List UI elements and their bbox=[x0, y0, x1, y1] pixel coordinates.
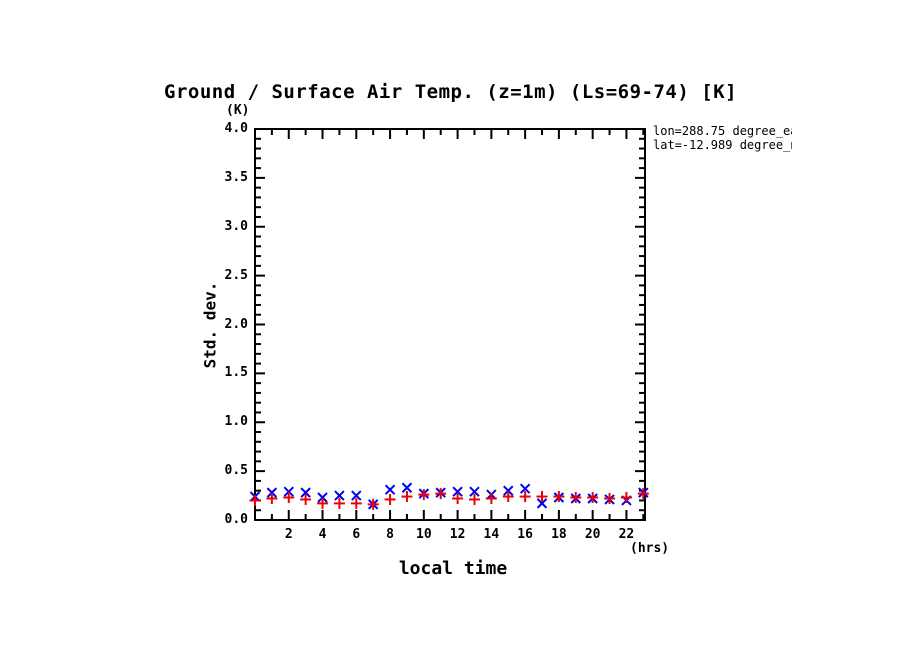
data-point-x bbox=[536, 498, 548, 509]
y-tick-label: 0.5 bbox=[224, 463, 248, 479]
y-tick-label: 3.5 bbox=[224, 169, 248, 185]
y-tick-label: 2.0 bbox=[224, 316, 248, 332]
data-point-x bbox=[283, 486, 294, 497]
data-point-x bbox=[519, 483, 531, 494]
x-tick-label: 2 bbox=[284, 527, 293, 542]
x-tick-label: 6 bbox=[352, 527, 361, 542]
x-tick-label: 12 bbox=[449, 527, 466, 542]
y-axis-title: Std. dev. bbox=[200, 281, 220, 369]
chart-title: Ground / Surface Air Temp. (z=1m) (Ls=69… bbox=[164, 81, 738, 103]
x-tick-label: 20 bbox=[584, 527, 601, 542]
y-tick-label: 1.0 bbox=[224, 414, 248, 430]
x-tick-label: 14 bbox=[483, 527, 500, 542]
y-tick-label: 1.5 bbox=[224, 365, 248, 381]
longitude-annotation: lon=288.75 degree_ea bbox=[653, 124, 792, 138]
y-tick-label: 2.5 bbox=[224, 267, 248, 283]
y-tick-label: 4.0 bbox=[224, 121, 248, 136]
x-tick-label: 22 bbox=[618, 527, 635, 542]
x-tick-label: 16 bbox=[517, 527, 533, 542]
data-point-x bbox=[469, 486, 480, 497]
y-tick-label: 0.0 bbox=[224, 512, 248, 527]
data-point-x bbox=[351, 490, 362, 501]
data-point-x bbox=[266, 487, 278, 498]
x-axis-title: local time bbox=[398, 558, 508, 579]
x-tick-label: 4 bbox=[318, 527, 327, 542]
data-point-x bbox=[334, 490, 345, 501]
data-point-x bbox=[317, 492, 328, 503]
plot-frame bbox=[254, 128, 646, 521]
coordinate-annotation: lon=288.75 degree_ea lat=-12.989 degree_… bbox=[653, 124, 792, 152]
data-point-x bbox=[503, 485, 514, 496]
y-tick-label: 3.0 bbox=[224, 218, 248, 234]
data-point-x bbox=[384, 484, 396, 495]
data-point-x bbox=[401, 482, 413, 493]
data-point-x bbox=[300, 487, 311, 498]
y-axis-unit-label: (K) bbox=[226, 103, 250, 118]
x-tick-label: 18 bbox=[551, 527, 567, 542]
x-tick-label: 10 bbox=[416, 527, 432, 542]
x-axis-unit-label: (hrs) bbox=[630, 541, 670, 556]
latitude-annotation: lat=-12.989 degree_n bbox=[653, 138, 792, 152]
data-point-x bbox=[452, 486, 463, 497]
x-tick-label: 8 bbox=[386, 527, 394, 542]
